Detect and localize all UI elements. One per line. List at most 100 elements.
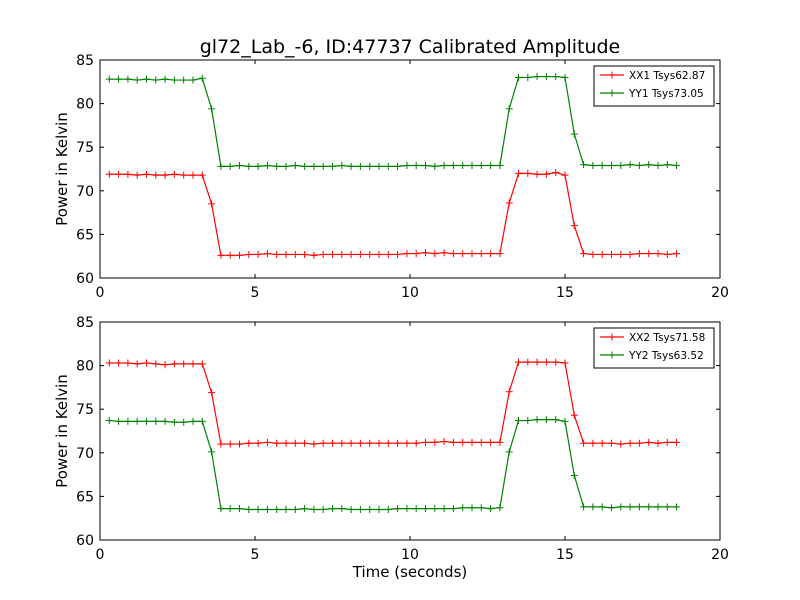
plot-1-series-1-point: [198, 171, 206, 179]
plot-2-series-2-point: [477, 504, 485, 512]
plot-1-series-2-point: [170, 76, 178, 84]
plot-1-series-2-point: [198, 74, 206, 82]
plot-2-series-1-point: [291, 439, 299, 447]
plot-1-series-2-point: [412, 162, 420, 170]
plot-2-series-1-point: [124, 359, 132, 367]
plot-1-series-1-point: [347, 250, 355, 258]
plot-2-series-2-point: [589, 503, 597, 511]
plot-1-legend-marker-2: [608, 89, 616, 97]
plot-2-series-1-point: [152, 360, 160, 368]
plot-1-legend-box: [593, 65, 715, 107]
plot-1-series-2-point: [347, 162, 355, 170]
plot-1-series-1-line: [109, 171, 677, 256]
plot-1-series-1-point: [515, 169, 522, 177]
plot-1-x-tick-label: 15: [556, 285, 574, 301]
plot-1-series-2-point: [561, 73, 569, 81]
plot-1-y-tick-label: 70: [76, 184, 94, 200]
plot-1-series-1-point: [617, 250, 625, 258]
plot-1-series-1-point: [487, 250, 495, 258]
plot-2-series-1-point: [226, 440, 234, 448]
plot-2-series-2-point: [254, 505, 262, 513]
plot-2-series-2-point: [561, 417, 569, 425]
plot-2-series-1-point: [170, 360, 178, 368]
plot-2-series-1-point: [403, 439, 411, 447]
plot-2-series-2-point: [291, 505, 299, 513]
plot-1-series-2-point: [319, 162, 327, 170]
plot-1-series-2-point: [552, 73, 560, 81]
plot-1-series-2-point: [273, 162, 281, 170]
plot-1-series-2-point: [152, 76, 160, 84]
plot-1-series-1-point: [608, 250, 615, 258]
plot-1-x-tick-label: 0: [96, 285, 105, 301]
plot-2-series-2-point: [236, 505, 243, 513]
plot-1-series-2-point: [542, 73, 550, 81]
plot-1-y-tick-label: 75: [76, 140, 94, 156]
plot-1-series-1-point: [589, 250, 597, 258]
plot-1-series-2-point: [449, 162, 457, 170]
plot-1-series-1-point: [459, 250, 467, 258]
plot-2-series-1-point: [617, 440, 625, 448]
plot-2-series-2-point: [598, 503, 606, 511]
plot-2-legend-marker-2: [608, 351, 616, 359]
plot-2-series-2-point: [170, 418, 178, 426]
plot-2-series-2-line: [109, 419, 677, 511]
plot-1-series-2-point: [663, 161, 671, 169]
plot-1-series-1-point: [208, 200, 216, 208]
plot-2-series-2-point: [105, 417, 113, 425]
plot-2-series-1-point: [570, 411, 578, 419]
plot-1-series-2-point: [282, 162, 290, 170]
plot-1-series-2-point: [366, 162, 374, 170]
plot-2-series-2-point: [524, 417, 532, 425]
plot-1: 0 5 10 15 20 60 65 70 75 80 85 Power in Kelvin XX1 T…: [53, 53, 729, 301]
plot-1-series-1-point: [226, 251, 234, 259]
plot-1-series-2-line: [109, 75, 677, 167]
plot-1-series-2-point: [431, 162, 439, 170]
plot-2-series-1-point: [459, 438, 467, 446]
plot-1-series-2-point: [580, 161, 588, 169]
plot-1-series-1-point: [180, 171, 188, 179]
plot-2-series-1-point: [282, 439, 290, 447]
plot-1-series-2-point: [291, 162, 299, 170]
plot-1-series-2-point: [329, 162, 336, 170]
plot-2-series-2-point: [124, 417, 132, 425]
plot-1-y-tick-label: 80: [76, 97, 94, 113]
plot-2-series-1-point: [338, 439, 346, 447]
plot-1-series-1-point: [645, 250, 653, 258]
plot-2-series-2-point: [394, 505, 402, 513]
plot-1-series-1-point: [143, 170, 150, 178]
plot-2-series-2-point: [533, 416, 541, 424]
plot-2-series-1-point: [663, 438, 671, 446]
plot-2-series-2-point: [542, 416, 550, 424]
plot-1-series-1-point: [580, 250, 588, 258]
plot-1-series-1-point: [477, 250, 485, 258]
plot-2-series-1-point: [161, 361, 169, 369]
plot-1-series-1-point: [663, 250, 671, 258]
plot-2-series-2-point: [189, 417, 197, 425]
plot-1-series-2-point: [161, 75, 169, 83]
plot-1-x-tick-label: 5: [251, 285, 260, 301]
plot-2-series-2-point: [403, 505, 411, 513]
plot-1-series-2: [105, 73, 681, 170]
plot-2-series-1-point: [356, 439, 364, 447]
figure-title: gl72_Lab_-6, ID:47737 Calibrated Amplitu…: [200, 36, 621, 58]
plot-1-series-2-point: [673, 162, 681, 170]
plot-2-y-tick-label: 60: [76, 533, 94, 549]
plot-2-series-2-point: [329, 505, 336, 513]
plot-2-x-tick-label: 20: [711, 547, 729, 563]
plot-1-series-2-point: [524, 73, 532, 81]
plot-1-series-1-point: [124, 170, 132, 178]
plot-1-series-1-point: [552, 168, 560, 176]
plot-2-series-1-point: [301, 439, 309, 447]
plot-2-series-1-point: [254, 439, 262, 447]
plot-2-y-tick-label: 80: [76, 359, 94, 375]
plot-1-series-2-point: [217, 162, 225, 170]
plot-1-series-1-point: [626, 250, 634, 258]
plot-2-series-2-point: [152, 417, 160, 425]
plot-2-x-tick-label: 15: [556, 547, 574, 563]
plot-1-series-1-point: [422, 249, 429, 257]
plot-2-series-2-point: [487, 505, 495, 513]
plot-2-series-2-point: [115, 417, 123, 425]
plot-2-series-1-point: [598, 439, 606, 447]
plot-1-series-2-point: [254, 162, 262, 170]
plot-1-series-1-point: [384, 250, 392, 258]
